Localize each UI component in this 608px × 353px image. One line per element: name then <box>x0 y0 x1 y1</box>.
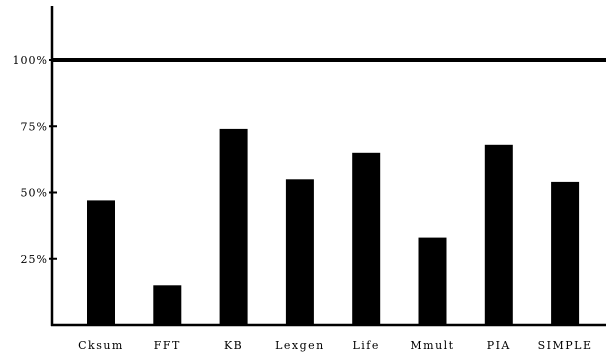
bar-mmult <box>418 237 447 325</box>
x-label-pia: PIA <box>487 339 511 352</box>
bar-cksum <box>87 200 115 325</box>
x-label-fft: FFT <box>154 339 181 352</box>
bar-life <box>352 152 381 326</box>
bar-simple <box>551 181 580 325</box>
y-tick-label-100: 100% <box>13 54 48 67</box>
x-labels-group: Cksum FFT KB Lexgen Life Mmult PIA SIMPLE <box>78 339 593 352</box>
axes-group <box>50 6 606 327</box>
x-label-lexgen: Lexgen <box>275 339 325 352</box>
y-tick-label-25: 25% <box>21 253 48 266</box>
bars-group <box>87 128 580 326</box>
bar-kb <box>219 128 248 325</box>
x-label-life: Life <box>352 339 379 352</box>
y-ticks-group: 25% 50% 75% 100% <box>13 54 57 266</box>
x-label-kb: KB <box>224 339 243 352</box>
y-tick-label-50: 50% <box>21 187 48 200</box>
bar-fft <box>153 285 182 326</box>
x-label-simple: SIMPLE <box>538 339 593 352</box>
bar-pia <box>484 144 513 325</box>
x-label-mmult: Mmult <box>410 339 454 352</box>
y-tick-label-75: 75% <box>21 120 48 133</box>
bar-lexgen <box>285 179 314 326</box>
x-label-cksum: Cksum <box>78 339 124 352</box>
